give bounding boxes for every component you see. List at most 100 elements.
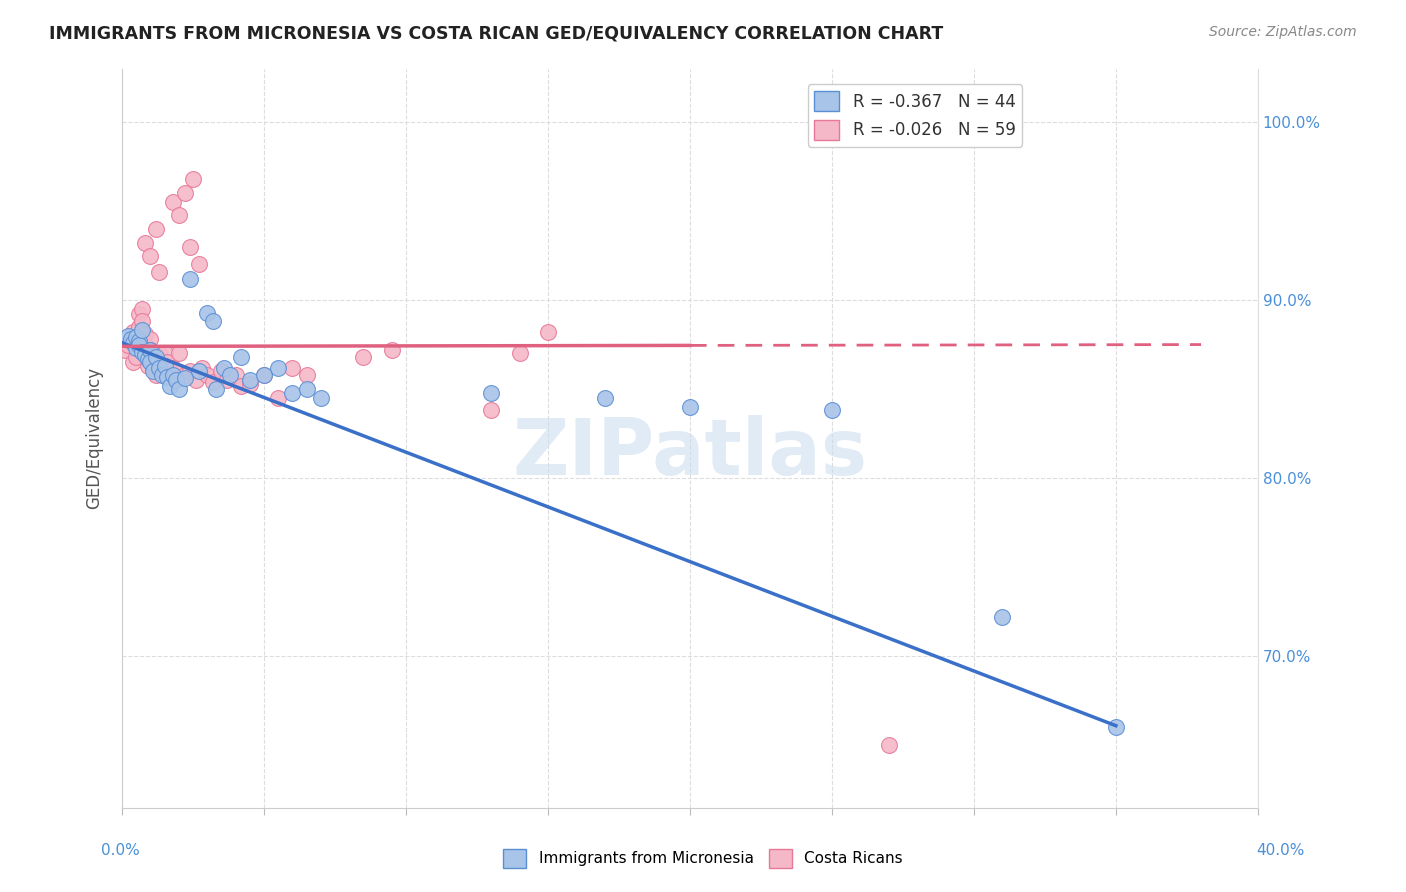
Point <box>173 371 195 385</box>
Point <box>125 350 148 364</box>
Point <box>167 208 190 222</box>
Point <box>142 350 165 364</box>
Point <box>267 391 290 405</box>
Point <box>131 344 153 359</box>
Point <box>142 364 165 378</box>
Point <box>145 350 167 364</box>
Point <box>479 403 502 417</box>
Point <box>217 373 239 387</box>
Point <box>187 364 209 378</box>
Text: ZIPatlas: ZIPatlas <box>512 415 868 491</box>
Point <box>139 248 162 262</box>
Point <box>117 337 139 351</box>
Point <box>281 385 304 400</box>
Point <box>281 360 304 375</box>
Point <box>225 368 247 382</box>
Legend: R = -0.367   N = 44, R = -0.026   N = 59: R = -0.367 N = 44, R = -0.026 N = 59 <box>808 84 1022 146</box>
Point <box>117 328 139 343</box>
Point <box>381 343 404 357</box>
Point <box>165 373 187 387</box>
Point <box>173 368 195 382</box>
Point <box>134 326 156 341</box>
Point <box>131 323 153 337</box>
Point <box>156 355 179 369</box>
Point <box>877 739 900 753</box>
Point <box>201 314 224 328</box>
Point <box>179 364 201 378</box>
Point <box>167 346 190 360</box>
Text: Source: ZipAtlas.com: Source: ZipAtlas.com <box>1209 25 1357 39</box>
Point <box>125 330 148 344</box>
Text: IMMIGRANTS FROM MICRONESIA VS COSTA RICAN GED/EQUIVALENCY CORRELATION CHART: IMMIGRANTS FROM MICRONESIA VS COSTA RICA… <box>49 25 943 43</box>
Y-axis label: GED/Equivalency: GED/Equivalency <box>86 367 103 509</box>
Point <box>125 341 148 355</box>
Point <box>153 346 176 360</box>
Point <box>120 332 142 346</box>
Text: 0.0%: 0.0% <box>101 843 141 858</box>
Point <box>139 355 162 369</box>
Point <box>148 264 170 278</box>
Point <box>509 346 531 360</box>
Point <box>267 360 290 375</box>
Point <box>179 271 201 285</box>
Point <box>479 385 502 400</box>
Point <box>209 364 232 378</box>
Point <box>352 350 374 364</box>
Point <box>219 368 242 382</box>
Point <box>134 235 156 250</box>
Point <box>537 325 560 339</box>
Point <box>239 376 262 391</box>
Point <box>231 378 253 392</box>
Point <box>1105 721 1128 735</box>
Point <box>201 375 224 389</box>
Point <box>145 368 167 382</box>
Point <box>162 360 184 375</box>
Point <box>122 335 145 350</box>
Point <box>214 360 236 375</box>
Point <box>167 382 190 396</box>
Point <box>136 351 159 366</box>
Point <box>162 368 184 382</box>
Point <box>145 222 167 236</box>
Point <box>295 368 318 382</box>
Point <box>131 301 153 316</box>
Point <box>309 391 332 405</box>
Point <box>179 239 201 253</box>
Point <box>593 391 616 405</box>
Point <box>821 403 844 417</box>
Point <box>128 319 150 334</box>
Point <box>139 332 162 346</box>
Point <box>148 346 170 360</box>
Point <box>150 368 173 382</box>
Point <box>128 337 150 351</box>
Point <box>136 359 159 373</box>
Point <box>150 355 173 369</box>
Point <box>253 368 276 382</box>
Point <box>122 355 145 369</box>
Point <box>128 334 150 348</box>
Text: 40.0%: 40.0% <box>1257 843 1305 858</box>
Point <box>239 373 262 387</box>
Point <box>231 350 253 364</box>
Legend: Immigrants from Micronesia, Costa Ricans: Immigrants from Micronesia, Costa Ricans <box>498 843 908 873</box>
Point <box>162 195 184 210</box>
Point <box>195 368 218 382</box>
Point <box>679 400 702 414</box>
Point <box>184 373 207 387</box>
Point <box>181 172 204 186</box>
Point <box>134 348 156 362</box>
Point <box>153 368 176 382</box>
Point <box>134 337 156 351</box>
Point <box>142 360 165 375</box>
Point <box>148 360 170 375</box>
Point <box>187 257 209 271</box>
Point <box>114 343 136 357</box>
Point <box>204 382 226 396</box>
Point <box>120 332 142 346</box>
Point <box>125 335 148 350</box>
Point <box>139 343 162 357</box>
Point <box>159 378 181 392</box>
Point <box>195 305 218 319</box>
Point <box>159 364 181 378</box>
Point <box>173 186 195 201</box>
